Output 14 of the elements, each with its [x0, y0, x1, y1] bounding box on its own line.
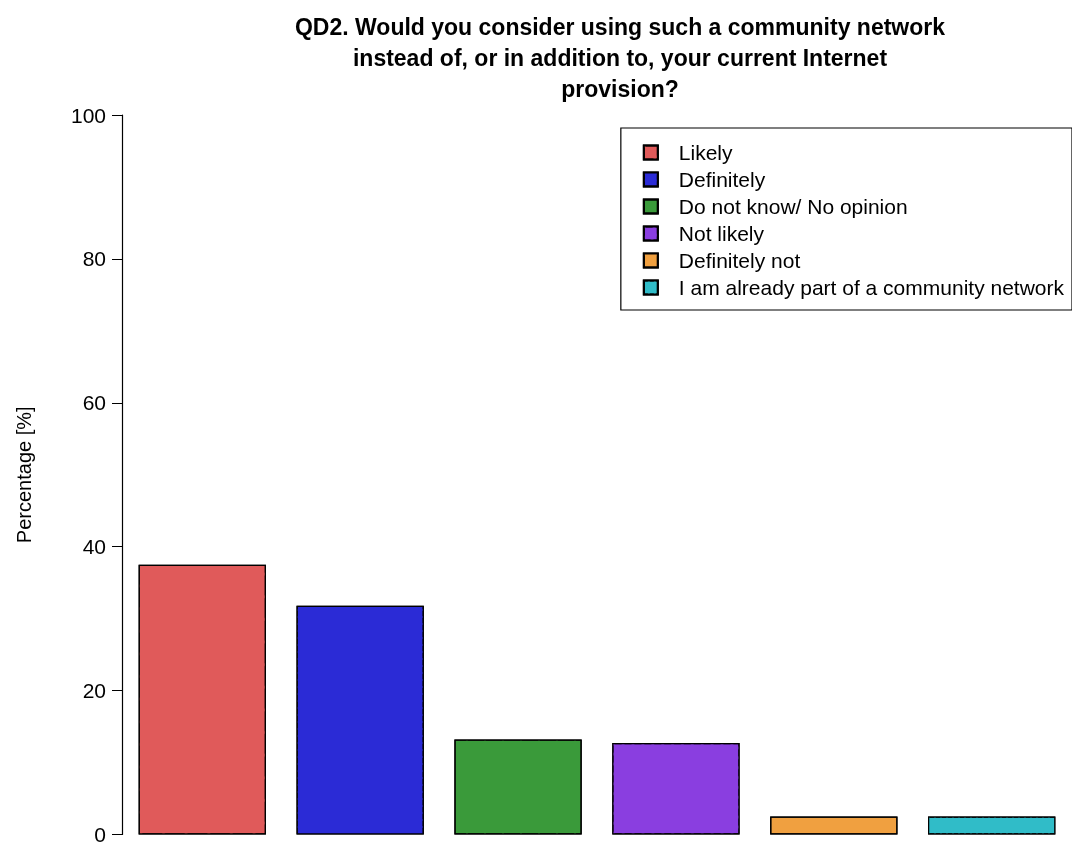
legend-label: Likely: [678, 141, 734, 164]
legend-label: I am already part of a community network: [678, 276, 1065, 299]
chart-title: QD2. Would you consider using such a community network instead of, or in addition to, your current Internet provision?: [294, 13, 946, 102]
y-axis-title: Percentage [%]: [13, 406, 35, 544]
legend-label: Do not know/ No opinion: [678, 195, 908, 218]
legend-label: Definitely not: [678, 249, 801, 272]
y-tick-label: 100: [70, 103, 106, 127]
y-tick-label: 80: [82, 247, 106, 271]
y-tick-label: 40: [82, 535, 106, 559]
legend-label: Not likely: [678, 222, 765, 245]
legend-label: Definitely: [678, 168, 766, 191]
y-tick-label: 60: [82, 391, 106, 415]
y-tick-label: 20: [82, 679, 106, 703]
y-tick-label: 0: [94, 823, 106, 845]
